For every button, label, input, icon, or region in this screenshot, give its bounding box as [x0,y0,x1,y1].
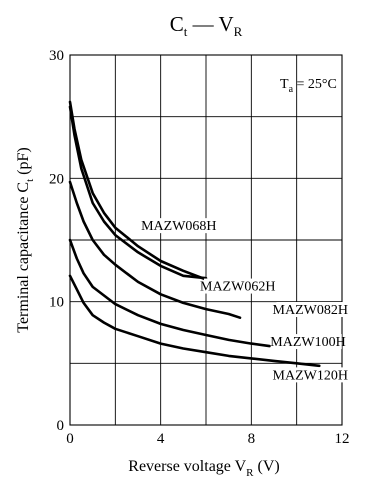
x-tick-label: 12 [335,431,350,447]
series-line-mazw082h [68,180,242,319]
series-labels: MAZW068H MAZW062H MAZW082H MAZW100H MAZW120H [141,218,348,383]
y-tick-label: 0 [57,418,65,434]
chart-title: Ct — VR [170,12,243,39]
series-label: MAZW062H [200,280,275,295]
series-label: MAZW120H [273,368,348,383]
series-label-bg [145,218,213,234]
grid [70,55,342,425]
y-tick-label: 20 [49,171,64,187]
series-label: MAZW082H [273,303,348,318]
y-tick-label: 30 [49,48,64,64]
tick-labels: 0 4 8 12 0 10 20 30 [49,48,350,447]
series-label: MAZW068H [141,219,216,234]
series-line-mazw068h [68,100,208,281]
x-tick-label: 8 [248,431,256,447]
series-line-mazw120h [68,274,321,368]
curves [68,100,321,368]
x-axis-label: Reverse voltage VR (V) [128,458,279,477]
series-label-bg [276,302,345,317]
series-label-bg [203,278,272,294]
series-line-mazw100h [68,238,271,348]
series-label-bg [276,367,345,383]
series-label: MAZW100H [270,335,345,350]
series-label-bg [274,334,342,350]
x-tick-label: 0 [66,431,74,447]
y-tick-label: 10 [49,295,64,311]
x-tick-label: 4 [157,431,165,447]
series-line-mazw062h [68,105,208,280]
y-axis-label: Terminal capacitance Ct (pF) [15,147,36,332]
temperature-annotation: Ta = 25°C [280,77,337,95]
